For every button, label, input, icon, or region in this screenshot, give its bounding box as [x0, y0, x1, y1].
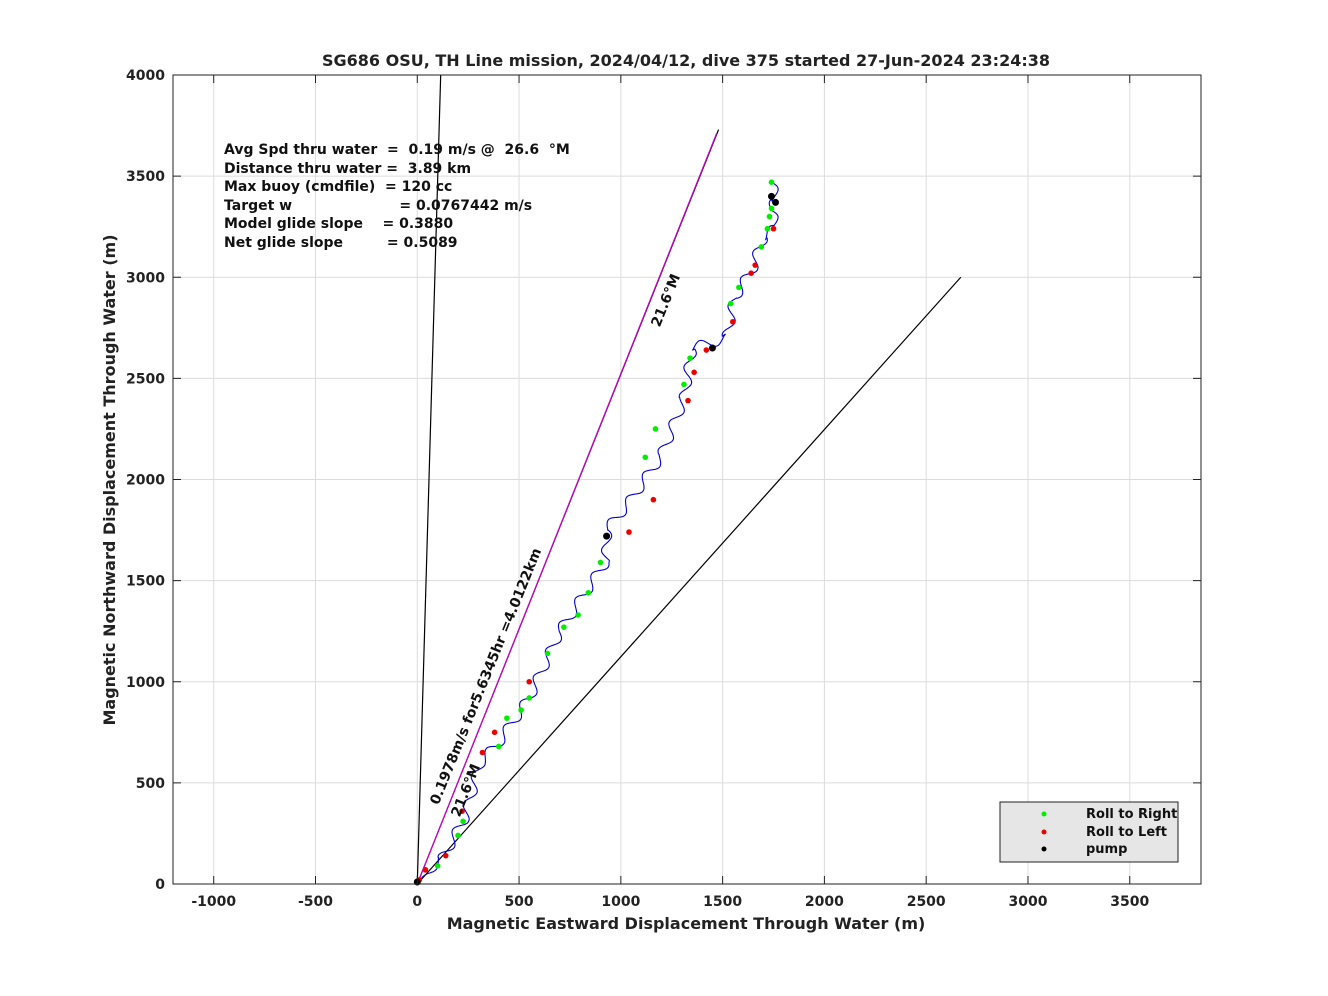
marker-pump: [603, 532, 611, 540]
marker-roll-to-right: [575, 612, 581, 618]
stat-net-glide: Net glide slope = 0.5089: [224, 235, 458, 251]
marker-roll-to-right: [585, 589, 592, 596]
legend-marker-pump: [1041, 846, 1047, 852]
x-tick-label: 3500: [1110, 894, 1149, 910]
x-tick-label: 1500: [703, 894, 742, 910]
marker-roll-to-left: [685, 397, 691, 404]
y-tick-label: 2500: [126, 371, 165, 387]
marker-roll-to-right: [768, 205, 775, 212]
y-tick-label: 0: [155, 877, 165, 893]
y-axis-label: Magnetic Northward Displacement Through …: [100, 234, 119, 725]
marker-roll-to-right: [642, 454, 649, 461]
stat-max-buoy: Max buoy (cmdfile) = 120 cc: [224, 179, 452, 195]
marker-roll-to-left: [626, 529, 632, 535]
marker-roll-to-left: [748, 270, 754, 277]
marker-roll-to-right: [495, 743, 502, 750]
markers: [413, 179, 780, 886]
y-tick-label: 2000: [126, 473, 165, 489]
marker-roll-to-right: [434, 862, 441, 869]
x-tick-label: -1000: [191, 894, 236, 910]
x-tick-label: 0: [412, 894, 422, 910]
marker-roll-to-left: [650, 496, 657, 503]
marker-roll-to-left: [422, 867, 429, 873]
marker-roll-to-right: [727, 300, 734, 307]
marker-roll-to-left: [491, 729, 498, 736]
marker-roll-to-right: [652, 426, 659, 432]
marker-roll-to-right: [687, 355, 693, 361]
y-tick-label: 4000: [126, 68, 165, 84]
legend: Roll to Right Roll to Left pump: [999, 801, 1179, 863]
x-tick-label: 1000: [601, 894, 640, 910]
x-tick-label: 3000: [1008, 894, 1047, 910]
marker-roll-to-right: [526, 695, 533, 701]
marker-roll-to-right: [455, 832, 461, 839]
stat-avg-speed: Avg Spd thru water = 0.19 m/s @ 26.6 °M: [224, 142, 570, 158]
marker-roll-to-right: [561, 624, 567, 630]
legend-label-pump: pump: [1086, 842, 1127, 857]
stats-box: Avg Spd thru water = 0.19 m/s @ 26.6 °M …: [224, 142, 570, 251]
marker-roll-to-left: [479, 749, 486, 756]
marker-pump: [767, 192, 775, 200]
marker-roll-to-right: [764, 225, 771, 232]
x-tick-label: -500: [298, 894, 333, 910]
marker-roll-to-right: [460, 818, 466, 825]
marker-roll-to-right: [736, 284, 742, 291]
x-tick-label: 2000: [805, 894, 844, 910]
marker-pump: [772, 198, 780, 206]
y-tick-label: 1500: [126, 574, 165, 590]
marker-roll-to-left: [752, 262, 758, 268]
reference-line: [416, 74, 442, 885]
y-tick-label: 3500: [126, 169, 165, 185]
legend-marker-roll-right: [1041, 811, 1047, 817]
x-tick-label: 2500: [907, 894, 946, 910]
stat-distance: Distance thru water = 3.89 km: [224, 161, 471, 177]
marker-roll-to-right: [518, 707, 524, 713]
marker-roll-to-right: [504, 715, 510, 721]
marker-roll-to-right: [597, 559, 604, 566]
marker-roll-to-left: [691, 369, 697, 376]
marker-roll-to-right: [766, 213, 773, 220]
marker-roll-to-left: [459, 808, 465, 814]
marker-roll-to-left: [730, 318, 736, 325]
reference-line: [416, 133, 718, 885]
x-axis-label: Magnetic Eastward Displacement Through W…: [447, 914, 926, 933]
marker-roll-to-right: [681, 381, 687, 388]
marker-roll-to-right: [758, 244, 765, 250]
marker-roll-to-left: [703, 347, 710, 353]
ticks: -1000 -500 0 500 1000 1500 2000 2500 3000 3500 0 50…: [126, 68, 1201, 910]
legend-box: [999, 801, 1179, 863]
y-tick-label: 3000: [126, 270, 165, 286]
reference-lines: [416, 74, 962, 885]
legend-marker-roll-left: [1041, 829, 1047, 835]
legend-label-roll-right: Roll to Right: [1086, 807, 1177, 822]
stat-target-w: Target w = 0.0767442 m/s: [224, 198, 532, 214]
legend-label-roll-left: Roll to Left: [1086, 825, 1167, 840]
marker-roll-to-left: [770, 225, 777, 232]
marker-pump: [708, 344, 716, 352]
y-tick-label: 500: [136, 776, 165, 792]
marker-roll-to-right: [768, 179, 775, 185]
reference-line: [416, 276, 962, 885]
stat-model-glide: Model glide slope = 0.3880: [224, 216, 453, 232]
chart-title: SG686 OSU, TH Line mission, 2024/04/12, …: [322, 51, 1050, 70]
x-tick-label: 500: [504, 894, 533, 910]
marker-roll-to-right: [544, 650, 551, 657]
marker-roll-to-left: [526, 678, 533, 685]
marker-roll-to-left: [442, 852, 449, 859]
y-tick-label: 1000: [126, 675, 165, 691]
